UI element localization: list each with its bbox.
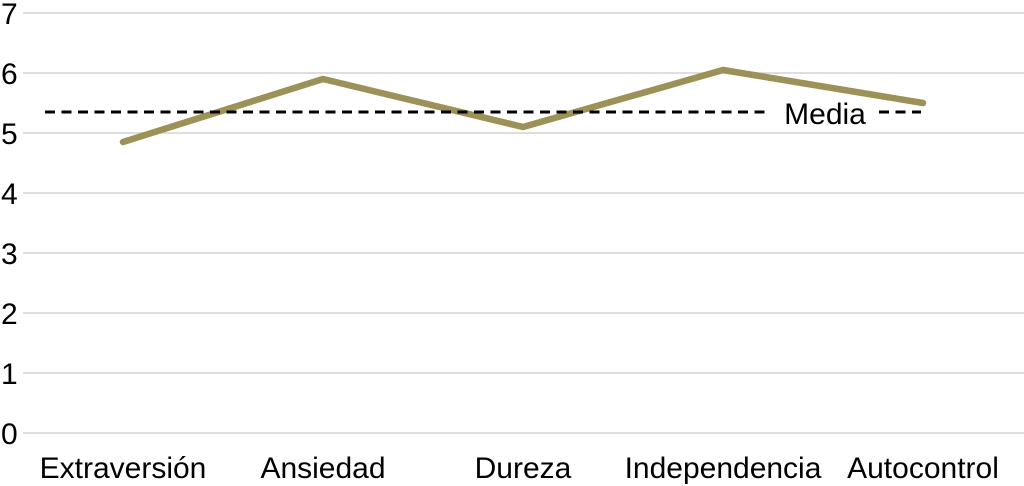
y-axis-tick-label: 6 [1, 58, 18, 91]
x-axis-category-label: Ansiedad [260, 452, 385, 485]
y-axis-tick-label: 0 [1, 418, 18, 451]
x-axis-category-label: Autocontrol [847, 452, 999, 485]
y-axis-tick-label: 5 [1, 118, 18, 151]
data-series-line [119, 66, 927, 146]
media-line-label: Media [784, 98, 866, 131]
y-axis-tick-label: 2 [1, 298, 18, 331]
y-axis-tick-label: 4 [1, 178, 18, 211]
y-axis-tick-label: 1 [1, 358, 18, 391]
x-axis-category-label: Extraversión [40, 452, 207, 485]
x-axis-category-label: Dureza [475, 452, 572, 485]
x-axis-category-label: Independencia [625, 452, 822, 485]
y-axis-tick-label: 3 [1, 238, 18, 271]
y-axis-tick-label: 7 [1, 0, 18, 31]
